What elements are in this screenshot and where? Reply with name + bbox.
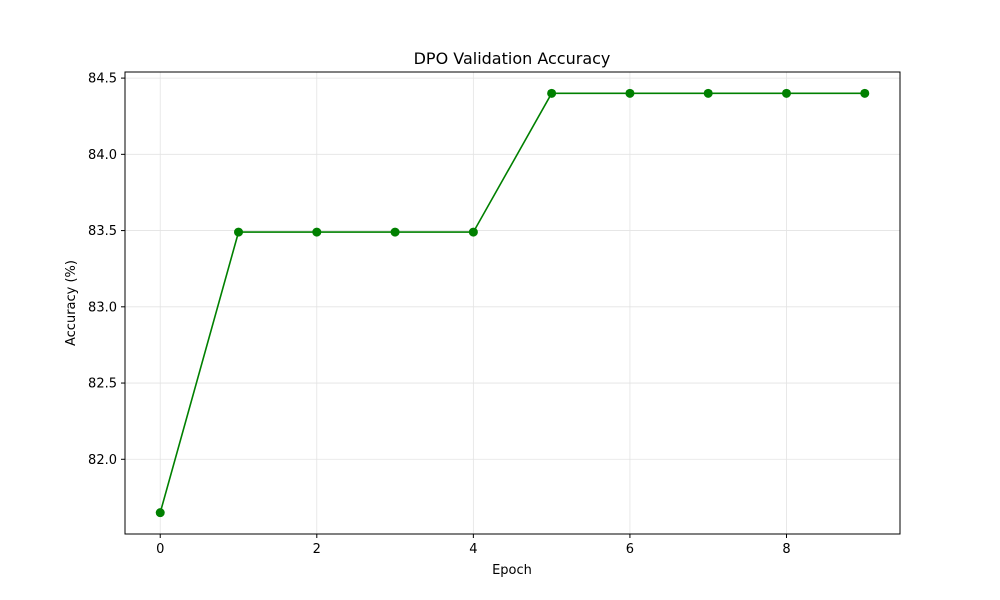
data-point bbox=[312, 227, 322, 237]
x-tick-label: 6 bbox=[626, 542, 634, 557]
y-tick-label: 83.5 bbox=[88, 224, 117, 239]
data-point bbox=[625, 88, 635, 98]
y-tick-label: 84.5 bbox=[88, 72, 117, 87]
data-point bbox=[234, 227, 244, 237]
x-tick-label: 2 bbox=[313, 542, 321, 557]
axis-ticks: 0 2 4 6 8 82.0 82.5 83.0 83.5 84.0 84.5 bbox=[88, 72, 791, 557]
data-point bbox=[703, 88, 713, 98]
y-tick-label: 84.0 bbox=[88, 148, 117, 163]
y-tick-label: 83.0 bbox=[88, 300, 117, 315]
data-point bbox=[468, 227, 478, 237]
data-point bbox=[781, 88, 791, 98]
plot-area bbox=[124, 71, 901, 535]
y-axis-label: Accuracy (%) bbox=[64, 260, 79, 346]
series-line bbox=[159, 92, 865, 513]
series bbox=[155, 88, 870, 518]
data-point bbox=[390, 227, 400, 237]
y-tick-label: 82.0 bbox=[88, 453, 117, 468]
x-tick-label: 8 bbox=[782, 542, 790, 557]
x-tick-label: 4 bbox=[469, 542, 477, 557]
grid bbox=[125, 72, 900, 534]
x-tick-label: 0 bbox=[156, 542, 164, 557]
chart-title: DPO Validation Accuracy bbox=[414, 49, 611, 68]
data-point bbox=[155, 508, 165, 518]
data-point bbox=[547, 88, 557, 98]
x-axis-label: Epoch bbox=[492, 563, 532, 578]
data-point bbox=[860, 88, 870, 98]
y-tick-label: 82.5 bbox=[88, 377, 117, 392]
